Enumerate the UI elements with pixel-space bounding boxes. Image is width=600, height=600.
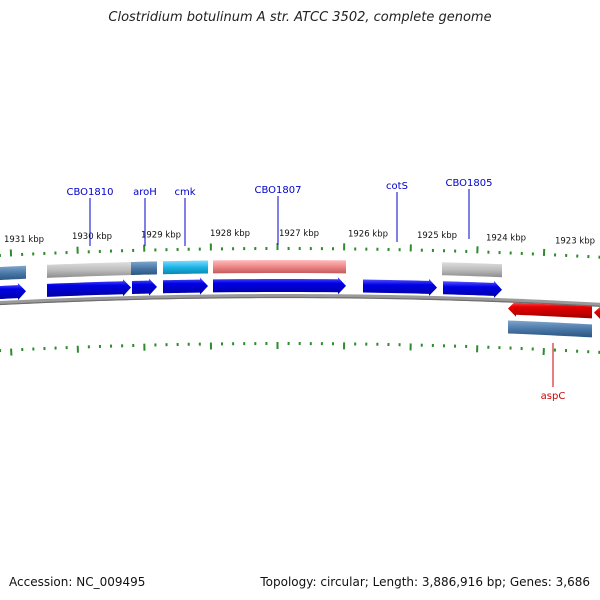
feature-pink-5 [213,260,346,274]
gene-label-cmk: cmk [174,187,195,198]
feature-steel-1 [0,265,26,280]
gene-label-aroH: aroH [133,187,157,198]
gene-label-CBO1805: CBO1805 [446,178,493,189]
ruler-label: 1925 kbp [417,231,457,241]
ruler-label: 1926 kbp [348,230,388,240]
cds-forward-cotS [363,278,437,296]
ruler-label: 1924 kbp [486,233,526,243]
cds-forward-unnamed-1 [0,283,26,301]
feature-reverse-steel [508,320,592,338]
genome-backbone [0,294,600,307]
cds-forward-cmk [163,277,208,295]
feature-gray-6 [442,262,502,278]
ruler-label: 1928 kbp [210,229,250,239]
ruler-label: 1923 kbp [555,236,595,246]
map-title: Clostridium botulinum A str. ATCC 3502, … [108,10,492,25]
feature-steel-3 [131,261,157,276]
feature-cyan-4 [163,260,208,275]
cds-reverse-aspC [508,300,592,319]
genome-backbone-shadow [0,296,600,307]
accession-label: Accession: NC_009495 [9,575,146,589]
gene-label-cotS: cotS [386,181,408,192]
cds-forward-aroH [132,278,157,296]
cds-forward-CBO1810 [47,279,131,297]
cds-forward-CBO1805 [443,280,502,298]
genome-summary: Topology: circular; Length: 3,886,916 bp… [260,575,590,589]
gene-label-CBO1807: CBO1807 [255,185,302,196]
ruler-label: 1929 kbp [141,230,181,240]
gene-label-aspC: aspC [541,391,566,402]
ruler-label: 1930 kbp [72,232,112,242]
cds-forward-CBO1807 [213,277,346,295]
gene-label-CBO1810: CBO1810 [67,187,114,198]
ruler-label: 1927 kbp [279,229,319,239]
ruler-label: 1931 kbp [4,235,44,245]
feature-gray-2 [47,262,131,278]
cds-reverse-unnamed-2 [594,306,600,319]
